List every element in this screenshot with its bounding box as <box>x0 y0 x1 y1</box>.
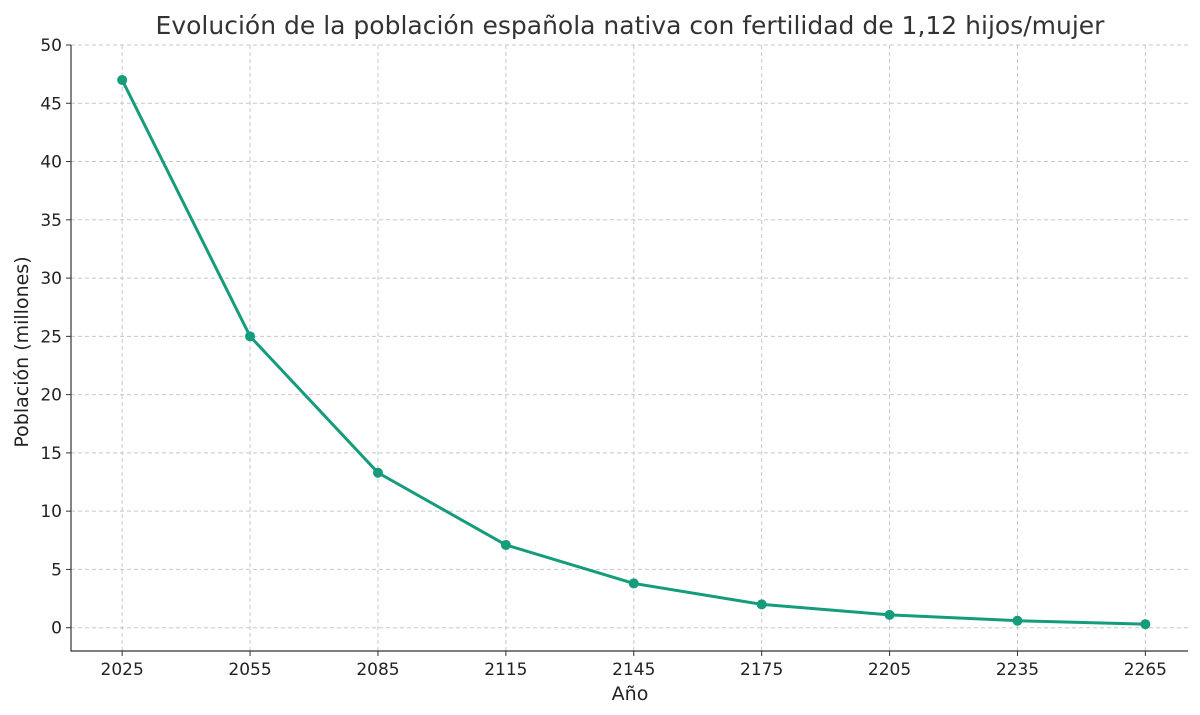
data-point <box>884 609 895 620</box>
x-tick-label: 2145 <box>612 660 655 680</box>
y-tick-label: 30 <box>40 269 62 289</box>
chart-title: Evolución de la población española nativ… <box>156 11 1106 40</box>
y-tick-label: 50 <box>40 36 62 56</box>
data-point <box>500 539 511 550</box>
x-tick-label: 2205 <box>868 660 911 680</box>
y-tick-label: 5 <box>51 560 62 580</box>
x-tick-label: 2175 <box>740 660 783 680</box>
x-tick-label: 2265 <box>1124 660 1167 680</box>
y-tick-label: 15 <box>40 444 62 464</box>
tick-labels: 2025 2055 2085 2115 2145 2175 2205 2235 22650510… <box>40 36 1167 680</box>
x-axis-label: Año <box>612 683 649 705</box>
axis-spine <box>70 45 1188 652</box>
x-tick-label: 2085 <box>356 660 399 680</box>
x-tick-label: 2115 <box>484 660 527 680</box>
x-tick-label: 2025 <box>101 660 144 680</box>
y-axis-label: Población (millones) <box>11 256 33 447</box>
data-point <box>117 74 128 85</box>
y-tick-label: 35 <box>40 211 62 231</box>
x-tick-label: 2055 <box>228 660 271 680</box>
data-point <box>756 599 767 610</box>
y-tick-label: 40 <box>40 153 62 173</box>
y-tick-label: 25 <box>40 327 62 347</box>
y-tick-label: 45 <box>40 94 62 114</box>
x-tick-label: 2235 <box>996 660 1039 680</box>
axes <box>66 44 1188 656</box>
y-tick-label: 20 <box>40 386 62 406</box>
data-point <box>628 578 639 589</box>
y-tick-label: 10 <box>40 502 62 522</box>
data-point <box>1140 619 1151 630</box>
data-point <box>1012 615 1023 626</box>
series-group <box>117 74 1151 630</box>
data-point <box>245 331 256 342</box>
grid-lines <box>71 44 1188 651</box>
y-tick-label: 0 <box>51 619 62 639</box>
data-point <box>372 467 383 478</box>
